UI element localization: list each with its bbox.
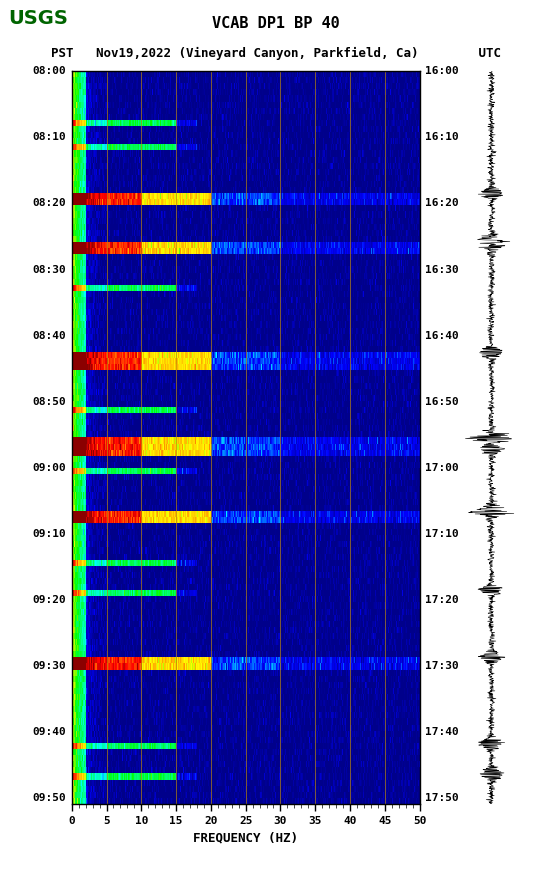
Text: 09:40: 09:40 <box>33 727 66 737</box>
Text: 09:30: 09:30 <box>33 661 66 671</box>
Text: 16:40: 16:40 <box>425 330 459 340</box>
Text: 17:40: 17:40 <box>425 727 459 737</box>
Text: 17:30: 17:30 <box>425 661 459 671</box>
Text: 16:50: 16:50 <box>425 396 459 406</box>
Text: 09:10: 09:10 <box>33 529 66 538</box>
X-axis label: FREQUENCY (HZ): FREQUENCY (HZ) <box>193 831 298 844</box>
Text: 09:00: 09:00 <box>33 463 66 472</box>
Text: 08:50: 08:50 <box>33 396 66 406</box>
Text: 08:00: 08:00 <box>33 66 66 77</box>
Text: USGS: USGS <box>8 9 68 29</box>
Text: 17:00: 17:00 <box>425 463 459 472</box>
Text: 17:10: 17:10 <box>425 529 459 538</box>
Text: 08:40: 08:40 <box>33 330 66 340</box>
Text: 08:10: 08:10 <box>33 132 66 143</box>
Text: VCAB DP1 BP 40: VCAB DP1 BP 40 <box>212 16 340 30</box>
Text: 09:20: 09:20 <box>33 595 66 605</box>
Text: 08:20: 08:20 <box>33 198 66 208</box>
Text: 16:10: 16:10 <box>425 132 459 143</box>
Text: PST   Nov19,2022 (Vineyard Canyon, Parkfield, Ca)        UTC: PST Nov19,2022 (Vineyard Canyon, Parkfie… <box>51 46 501 60</box>
Text: 16:30: 16:30 <box>425 264 459 274</box>
Text: 17:20: 17:20 <box>425 595 459 605</box>
Text: 16:00: 16:00 <box>425 66 459 77</box>
Text: 09:50: 09:50 <box>33 793 66 803</box>
Text: 17:50: 17:50 <box>425 793 459 803</box>
Text: 08:30: 08:30 <box>33 264 66 274</box>
Text: 16:20: 16:20 <box>425 198 459 208</box>
